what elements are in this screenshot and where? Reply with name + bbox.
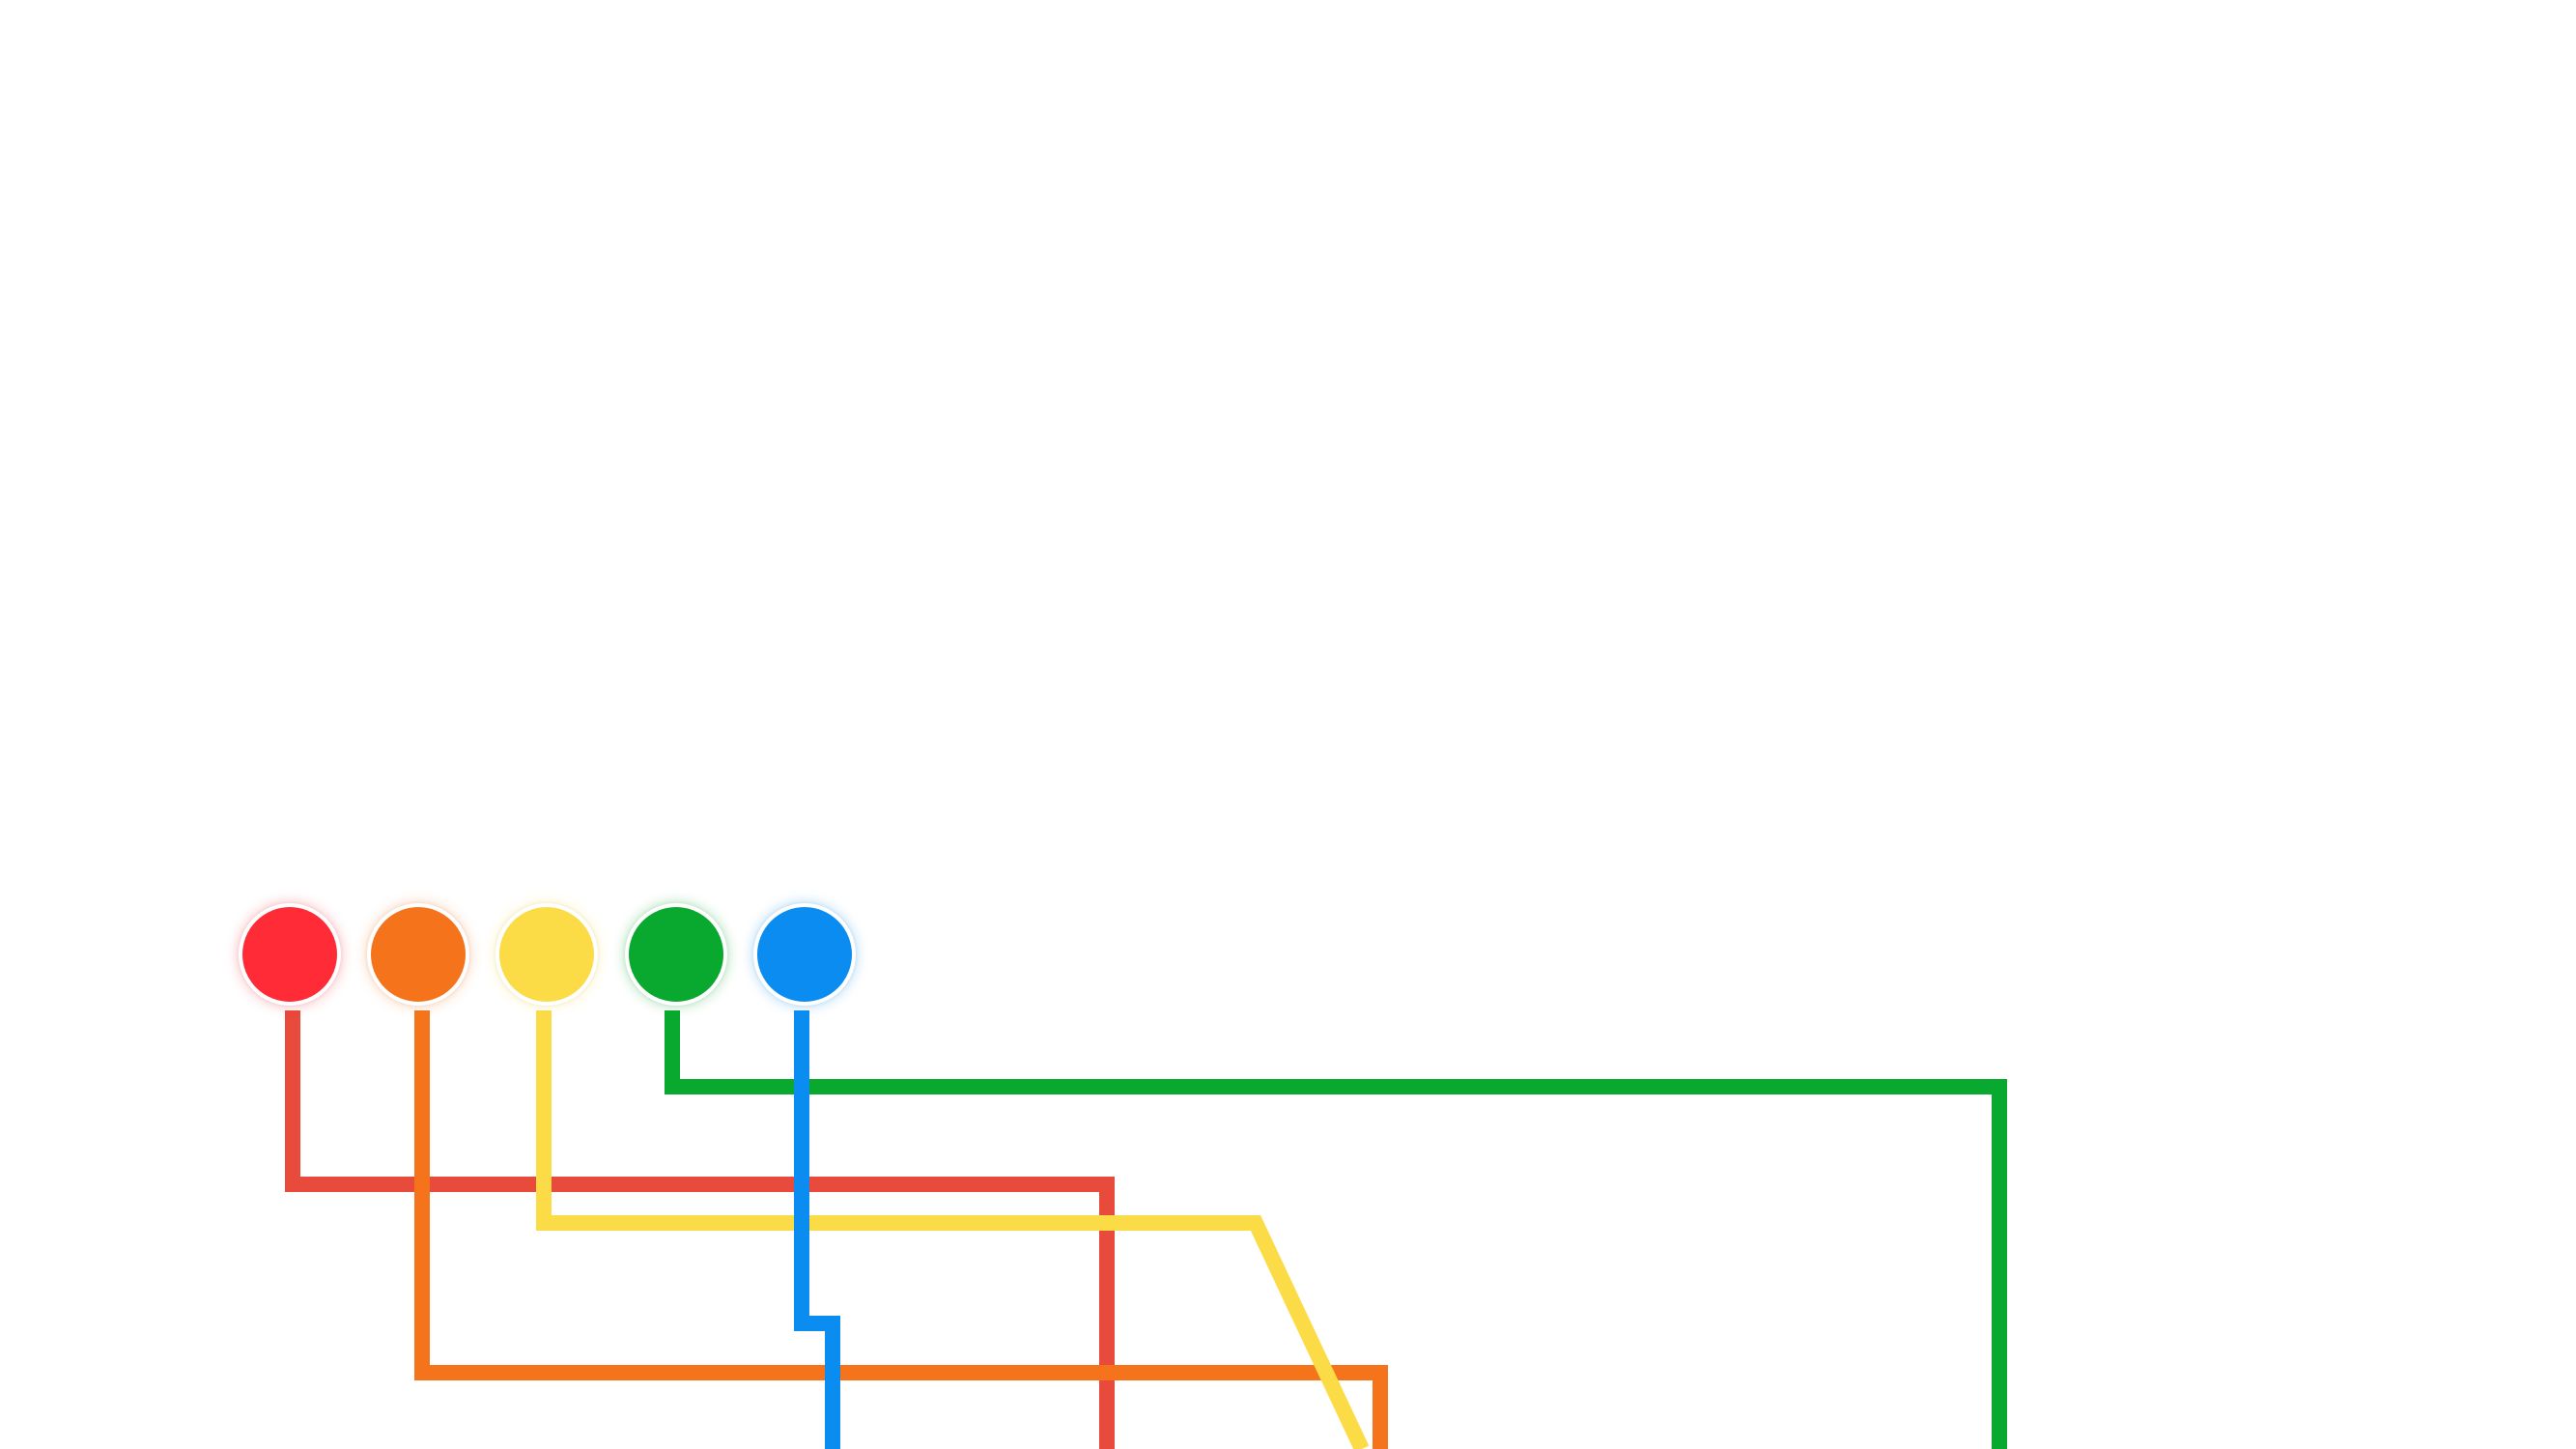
node-red[interactable] — [239, 903, 341, 1006]
node-green[interactable] — [625, 903, 727, 1006]
node-yellow[interactable] — [495, 903, 598, 1006]
wire-green — [665, 1010, 2007, 1449]
wire-blue — [794, 1010, 840, 1449]
wire-orange — [414, 1010, 1388, 1449]
node-blue[interactable] — [753, 903, 856, 1006]
wire-red — [285, 1010, 1115, 1449]
node-orange[interactable] — [367, 903, 469, 1006]
wire-yellow — [536, 1010, 1370, 1449]
